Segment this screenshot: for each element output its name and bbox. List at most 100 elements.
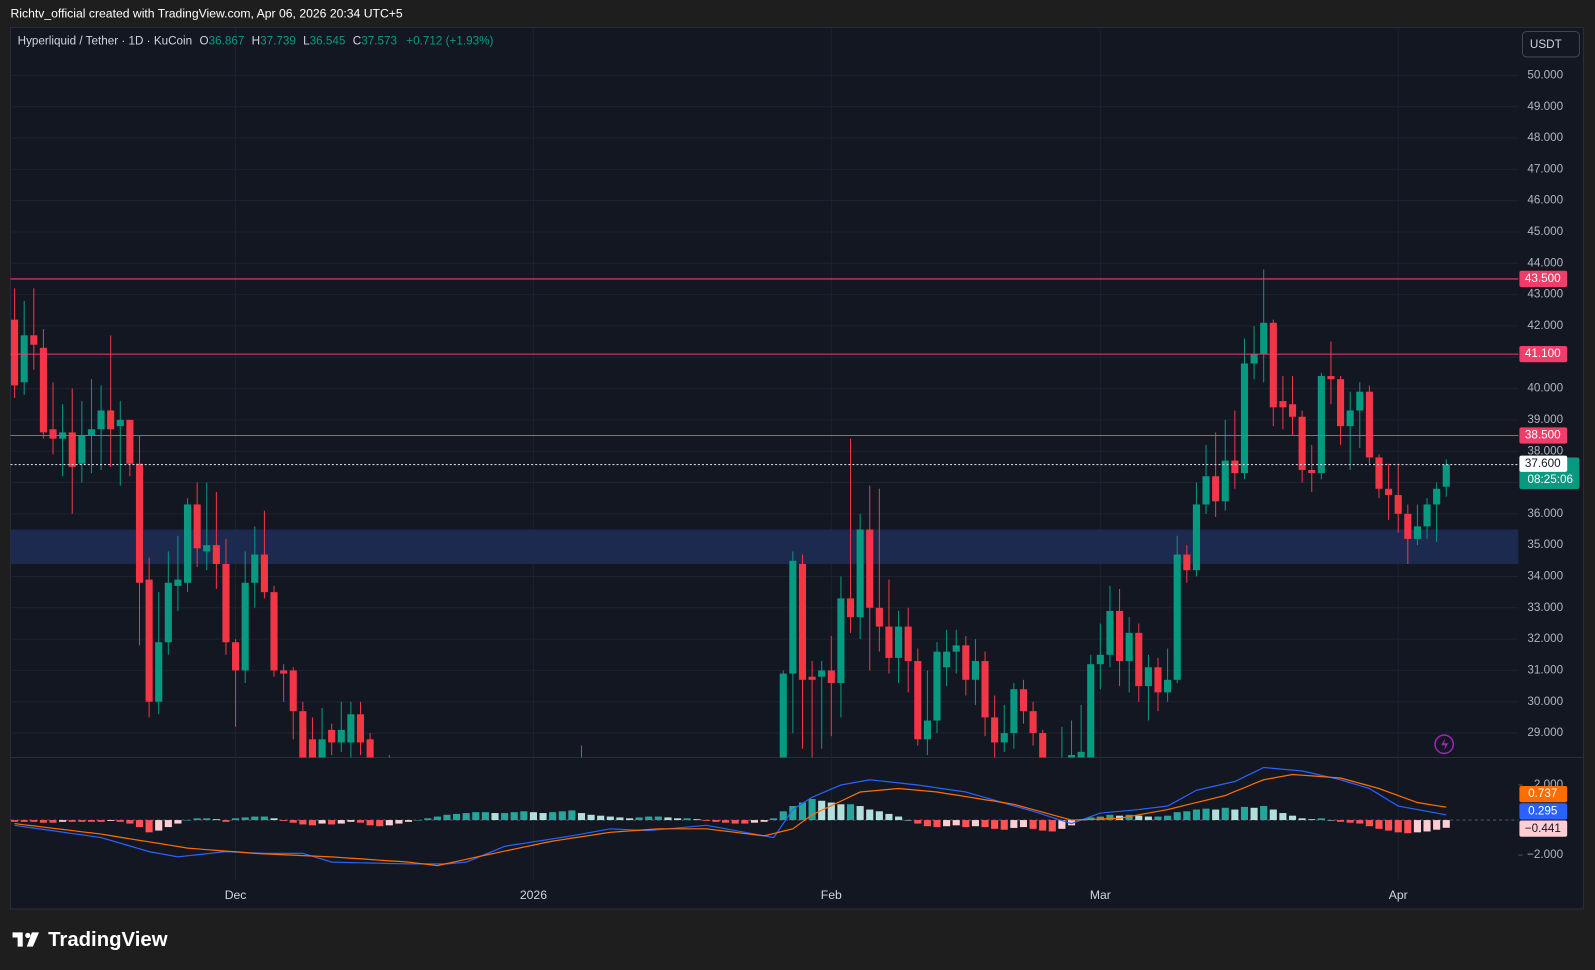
histogram-bar — [385, 820, 393, 826]
candle-body — [1221, 460, 1229, 502]
x-tick-label: Feb — [821, 888, 842, 902]
histogram-bar — [981, 820, 989, 828]
histogram-bar — [462, 813, 470, 821]
histogram-bar — [856, 806, 864, 821]
histogram-bar — [241, 817, 249, 821]
histogram-bar — [904, 820, 912, 821]
currency-button[interactable] — [1521, 31, 1580, 58]
histogram-bar — [1308, 819, 1316, 821]
candle-body — [1433, 488, 1441, 505]
candle-body — [1202, 476, 1210, 505]
histogram-bar — [260, 816, 268, 821]
histogram-bar — [501, 813, 509, 821]
logo-part — [25, 932, 31, 939]
histogram-bar — [962, 820, 970, 828]
histogram-bar — [1058, 820, 1066, 829]
macd-value-tag — [1519, 820, 1568, 837]
candle-body — [779, 673, 787, 758]
histogram-bar — [251, 816, 259, 821]
histogram-bar — [1039, 820, 1047, 831]
candle-body — [1164, 679, 1172, 693]
histogram-bar — [30, 820, 38, 822]
histogram-bar — [529, 812, 538, 821]
histogram-bar — [1375, 820, 1383, 829]
candle-body — [1067, 754, 1076, 758]
histogram-bar — [549, 812, 557, 821]
histogram-bar — [1260, 806, 1268, 821]
histogram-bar — [760, 820, 768, 822]
candle-body — [1144, 667, 1152, 687]
y-tick-label: 34.000 — [1527, 570, 1563, 583]
legend-value: 37.573 — [361, 35, 397, 48]
histogram-bar — [193, 818, 201, 821]
histogram-bar — [558, 811, 566, 821]
candle-body — [818, 670, 826, 677]
candle-body — [155, 642, 163, 702]
histogram-bar — [491, 813, 499, 821]
histogram-bar — [97, 820, 105, 822]
histogram-bar — [1135, 815, 1143, 821]
y-tick-label: 47.000 — [1527, 162, 1563, 175]
candle-body — [222, 563, 230, 643]
legend: Hyperliquid / Tether · 1D · KuCoin O36.8… — [18, 35, 494, 48]
histogram-bar — [78, 820, 86, 822]
histogram-bar — [174, 820, 182, 824]
alert-icon[interactable] — [1434, 734, 1455, 755]
candle-body — [1029, 711, 1037, 734]
candle-body — [1269, 322, 1277, 408]
histogram-bar — [308, 820, 317, 826]
candle-body — [991, 717, 999, 743]
candle-body — [923, 720, 931, 740]
candle-body — [174, 579, 182, 586]
histogram-bar — [635, 817, 643, 821]
histogram-bar — [347, 820, 355, 822]
level-tag — [1519, 345, 1568, 363]
candle-body — [981, 661, 989, 718]
histogram-bar — [837, 804, 845, 821]
histogram-bar — [135, 820, 144, 828]
candle-body — [30, 335, 38, 345]
candle-body — [318, 739, 326, 758]
histogram-bar — [1125, 814, 1133, 821]
histogram-bar — [289, 820, 297, 823]
histogram-bar — [1288, 815, 1297, 821]
histogram-bar — [1365, 820, 1373, 827]
histogram-bar — [453, 813, 461, 821]
legend-change: +0.712 (+1.93%) — [406, 35, 493, 48]
histogram-bar — [87, 820, 96, 822]
histogram-bar — [1000, 820, 1008, 830]
candle-body — [1404, 513, 1412, 539]
candle-body — [107, 410, 115, 430]
candle-body — [789, 560, 797, 674]
candle-body — [203, 545, 211, 552]
candle-body — [943, 651, 951, 668]
candle-body — [289, 670, 297, 712]
histogram-bar — [597, 815, 605, 821]
histogram-bar — [11, 820, 19, 822]
histogram-bar — [49, 820, 57, 823]
candle-body — [914, 661, 922, 740]
candle-body — [1317, 376, 1325, 474]
histogram-bar — [155, 820, 163, 831]
candle-body — [1279, 401, 1287, 408]
histogram-bar — [875, 811, 883, 821]
candle-body — [1010, 689, 1018, 734]
candle-body — [308, 739, 317, 758]
histogram-bar — [645, 816, 653, 821]
y-tick-label: 32.000 — [1527, 632, 1563, 645]
y-tick-label: 35.000 — [1527, 538, 1563, 551]
candle-body — [241, 582, 249, 671]
histogram-bar — [1096, 816, 1104, 821]
y-tick-label: 50.000 — [1527, 68, 1563, 81]
y-tick-label: 46.000 — [1527, 194, 1563, 207]
histogram-bar — [1164, 815, 1172, 821]
candle-body — [1096, 654, 1104, 665]
candle-body — [1125, 632, 1133, 662]
logo-part — [12, 932, 23, 947]
histogram-bar — [395, 820, 403, 824]
histogram-bar — [1433, 820, 1441, 830]
candle-body — [837, 598, 845, 683]
candle-body — [808, 676, 816, 680]
candle-body — [1173, 554, 1181, 680]
